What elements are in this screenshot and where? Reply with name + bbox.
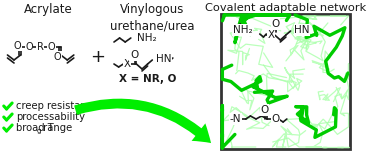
Text: O: O <box>271 19 280 29</box>
Bar <box>222 14 350 149</box>
Text: processability: processability <box>16 112 85 122</box>
Text: O: O <box>14 41 22 50</box>
FancyArrowPatch shape <box>74 99 211 143</box>
Text: Covalent adaptable network: Covalent adaptable network <box>205 3 367 13</box>
Text: O: O <box>271 114 280 124</box>
Text: O: O <box>48 42 55 52</box>
Text: +: + <box>91 48 105 66</box>
Text: range: range <box>40 123 73 133</box>
Text: X = NR, O: X = NR, O <box>119 74 176 84</box>
Text: g: g <box>37 127 42 133</box>
Text: O: O <box>25 42 33 52</box>
Text: NH₂: NH₂ <box>137 33 157 43</box>
Text: X: X <box>267 30 274 40</box>
Text: O: O <box>260 105 268 115</box>
Text: HN: HN <box>156 54 172 64</box>
Text: Vinylogous
urethane/urea: Vinylogous urethane/urea <box>110 3 195 32</box>
Text: broad T: broad T <box>16 123 54 133</box>
Text: NH₂: NH₂ <box>233 25 253 35</box>
Text: creep resistance: creep resistance <box>16 101 98 111</box>
Text: Acrylate: Acrylate <box>24 3 73 16</box>
Text: X: X <box>124 59 131 69</box>
Text: O: O <box>54 51 61 61</box>
Text: HN: HN <box>294 25 310 35</box>
Text: O: O <box>130 50 138 60</box>
Text: R: R <box>37 42 43 52</box>
Text: -N: -N <box>230 114 241 124</box>
